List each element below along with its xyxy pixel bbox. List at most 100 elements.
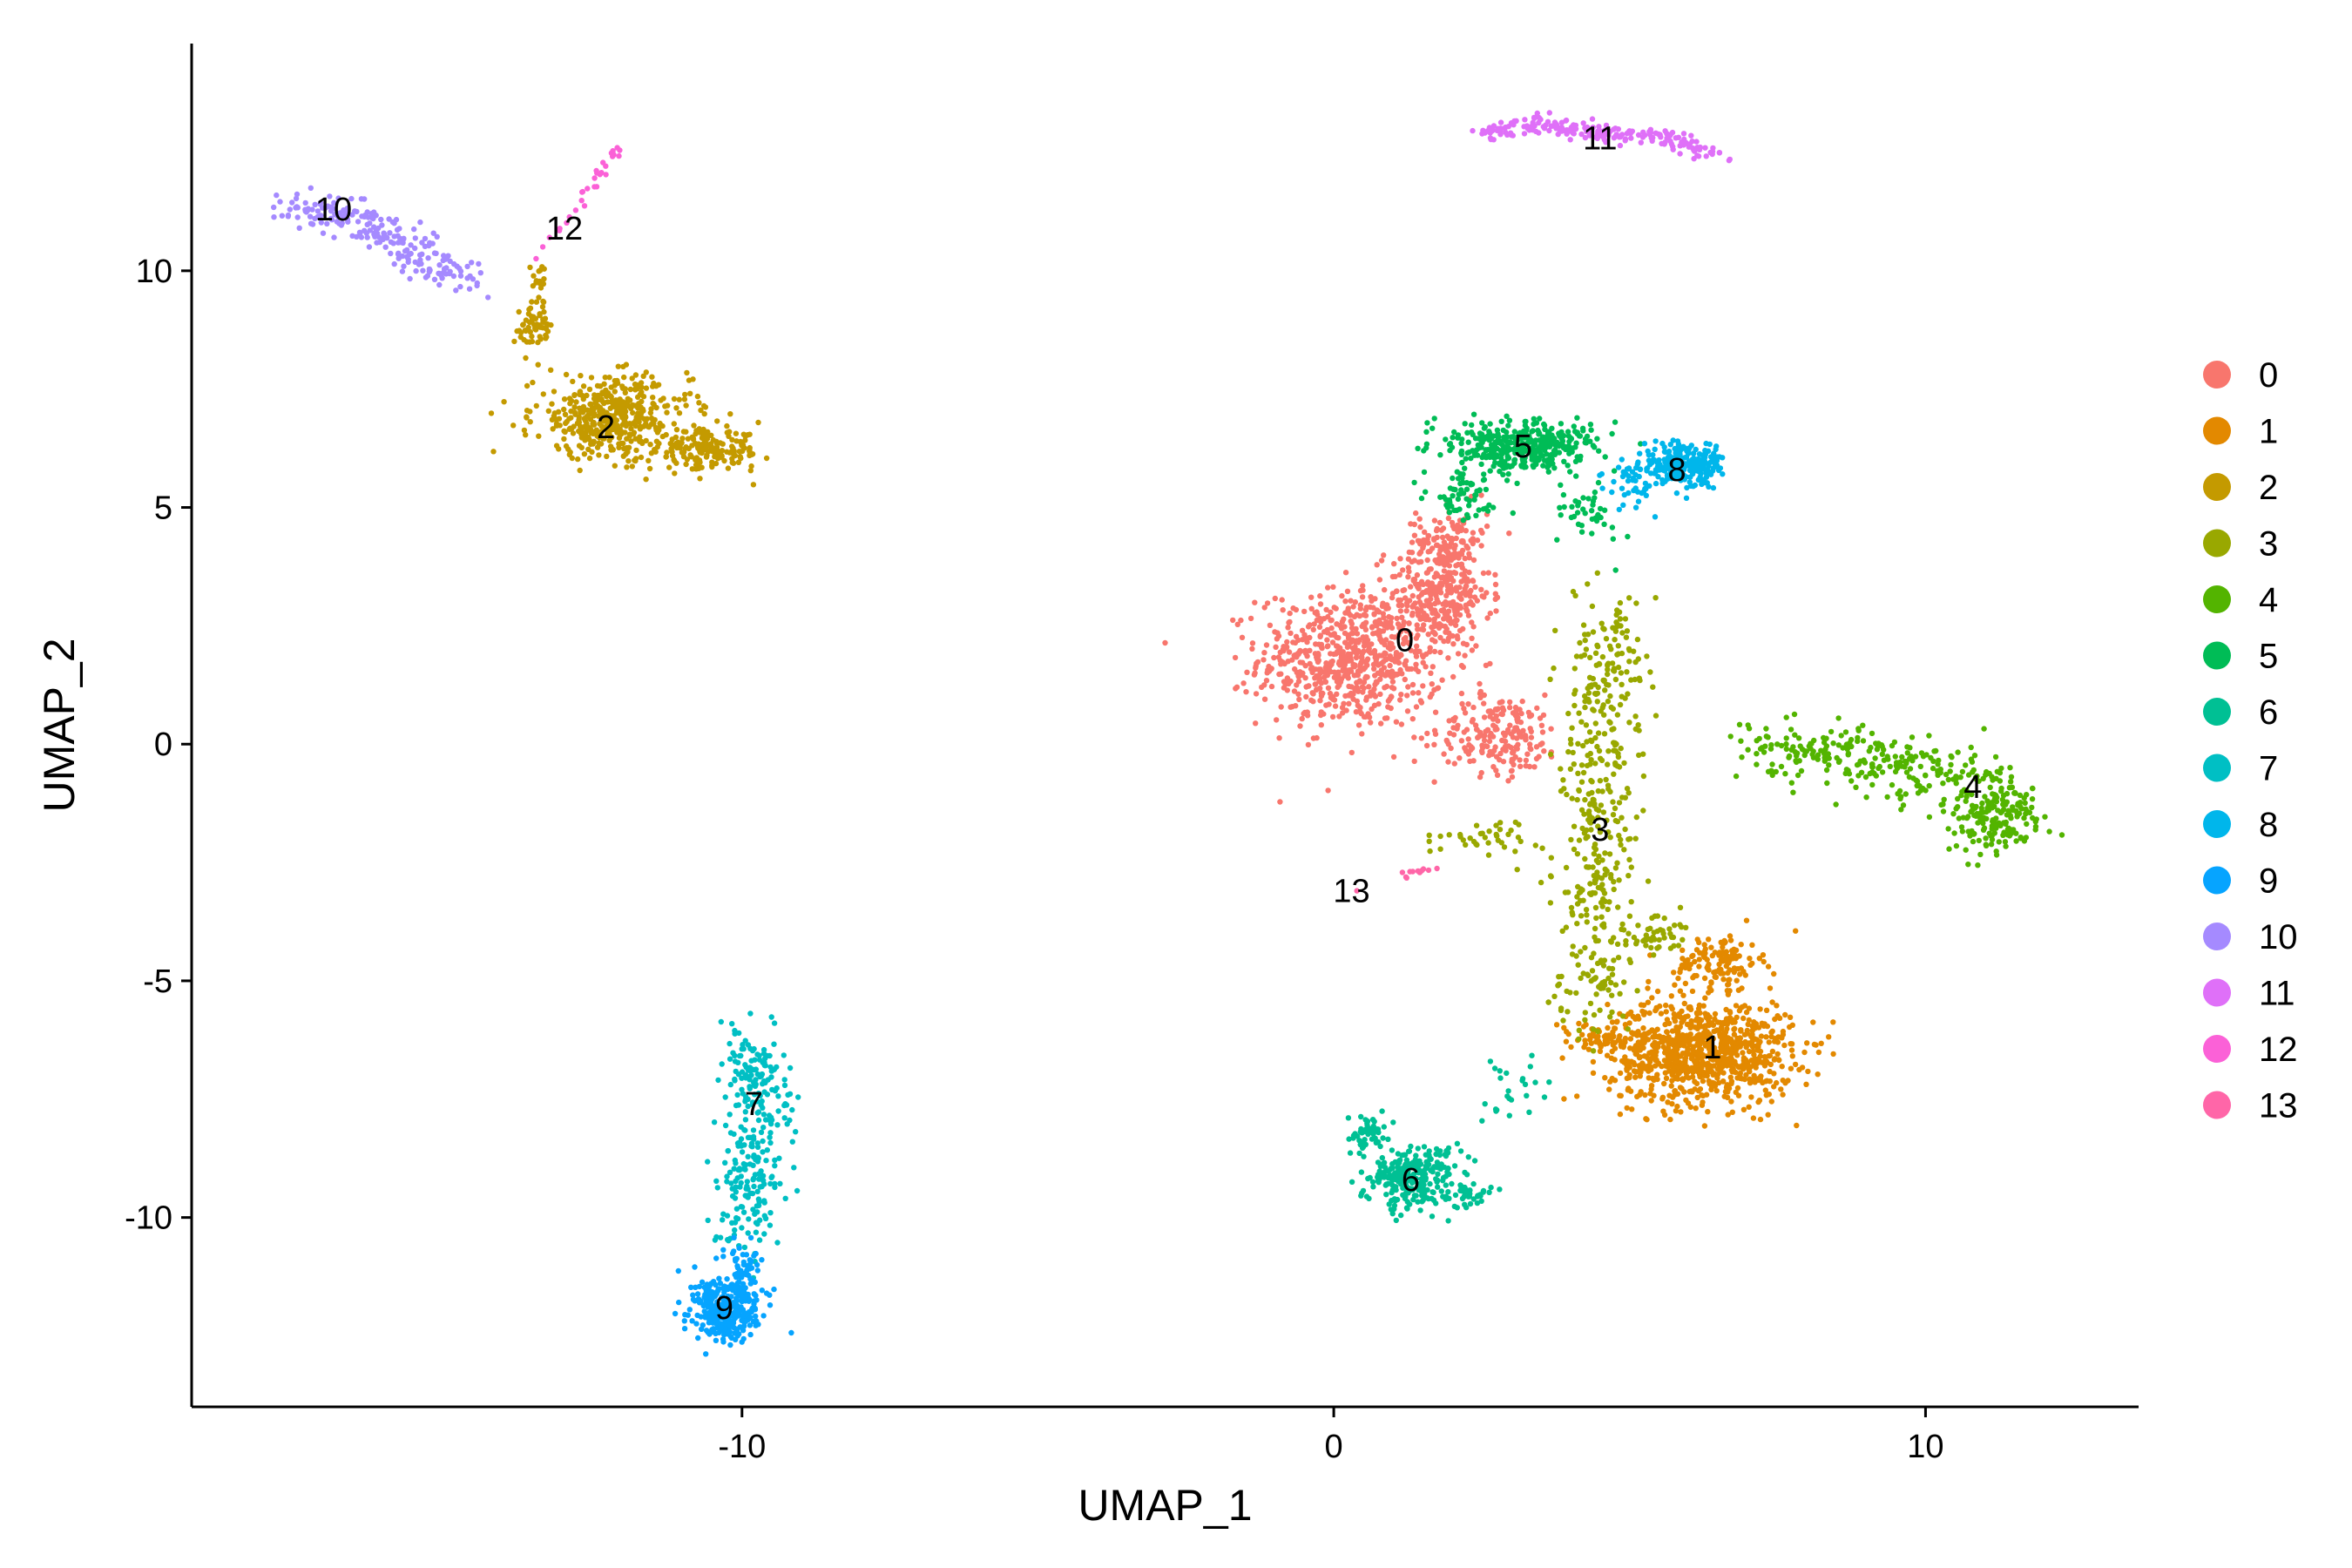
data-point [1588,955,1595,961]
data-point [1782,771,1788,777]
data-point [1408,1143,1414,1150]
data-point [1244,669,1250,675]
data-point [1310,626,1317,632]
data-point [1572,498,1578,504]
data-point [1575,770,1581,776]
data-point [1479,749,1485,756]
data-point [1493,767,1499,774]
data-point [1609,965,1616,972]
data-point [1406,549,1413,556]
data-point [727,411,733,417]
data-point [526,319,533,326]
data-point [589,449,595,455]
data-point [1331,631,1338,637]
data-point [1571,691,1578,697]
data-point [2017,803,2024,810]
data-point [1981,726,1987,732]
data-point [1450,475,1456,482]
data-point [1436,1152,1443,1159]
data-point [1308,594,1315,600]
data-point [1447,441,1454,447]
data-point [553,443,560,449]
data-point [1680,947,1686,954]
data-point [1247,615,1254,622]
data-point [1538,879,1544,886]
data-point [1329,713,1336,720]
data-point [1907,766,1914,772]
data-point [1420,590,1426,596]
data-point [1720,977,1727,983]
data-point [1663,1009,1669,1015]
data-point [1634,636,1641,643]
data-point [1930,758,1936,764]
data-point [1612,982,1619,988]
data-point [1369,1179,1376,1186]
data-point [1612,676,1619,683]
data-point [615,363,621,369]
data-point [666,464,672,470]
data-point [1624,1105,1630,1112]
data-point [1383,1192,1389,1198]
data-point [1965,814,1971,820]
data-point [1463,607,1470,613]
data-point [1391,1202,1398,1209]
data-point [1397,597,1404,604]
data-point [1413,510,1419,517]
data-point [1506,417,1513,423]
data-point [1723,1016,1730,1022]
data-point [1881,757,1888,763]
data-point [1747,1076,1753,1083]
data-point [1589,968,1596,974]
data-point [1587,422,1594,428]
data-point [1721,1039,1727,1045]
data-point [1869,764,1876,770]
data-point [623,362,630,368]
data-point [1696,939,1702,946]
data-point [1479,1118,1485,1124]
data-point [1732,1025,1738,1032]
data-point [1284,687,1291,693]
data-point [1766,1039,1773,1045]
data-point [580,395,586,402]
data-point [1357,705,1363,711]
data-point [1568,1044,1574,1051]
data-point [1325,787,1331,794]
data-point [1953,842,1960,849]
data-point [551,389,558,395]
data-point [612,377,618,384]
data-point [1602,1075,1608,1081]
data-point [1980,827,1987,833]
data-point [1385,620,1392,626]
data-point [672,457,678,464]
data-point [1389,668,1396,674]
data-point [643,385,650,391]
data-point [1507,722,1513,728]
data-point [1992,754,1999,760]
data-point [1274,717,1280,723]
data-point [1564,1029,1570,1035]
data-point [1477,830,1484,837]
data-point [2021,814,2027,821]
data-point [1622,826,1628,833]
data-point [1797,743,1803,749]
data-point [694,393,701,400]
data-point [1654,1041,1660,1048]
data-point [1389,679,1396,685]
data-point [1317,618,1324,624]
data-point [1345,1115,1352,1121]
data-point [687,390,693,396]
data-point [1990,777,1996,783]
data-point [1570,912,1576,918]
data-point [1324,672,1331,679]
data-point [1462,745,1468,751]
data-point [1595,1037,1602,1044]
data-point [1433,1200,1439,1206]
data-point [1437,634,1443,641]
data-point [1687,1037,1693,1044]
data-point [1633,1051,1640,1058]
data-point [1582,1010,1589,1016]
data-point [1532,1079,1538,1085]
data-point [1477,688,1484,695]
data-point [1440,1178,1446,1184]
data-point [1473,447,1480,453]
